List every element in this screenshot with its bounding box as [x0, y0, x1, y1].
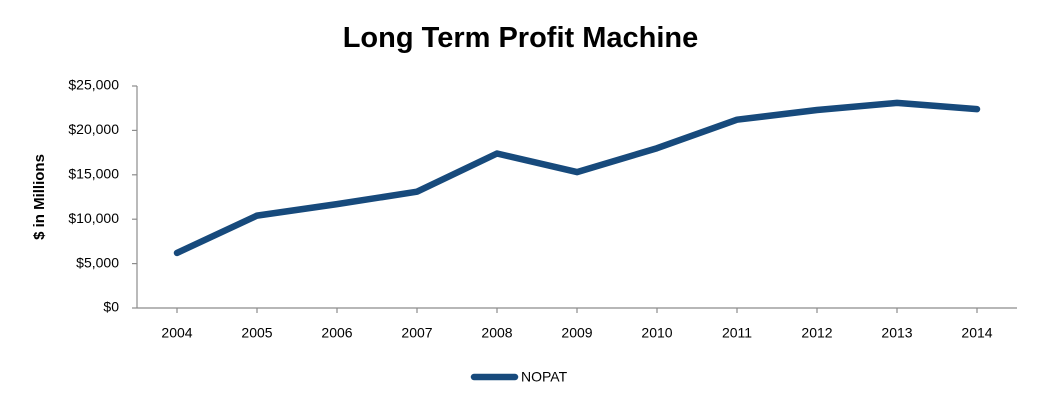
- x-tick-label: 2006: [321, 325, 352, 341]
- legend: NOPAT: [470, 369, 568, 385]
- series-group: [173, 99, 981, 257]
- x-tick-label: 2010: [641, 325, 672, 341]
- x-tick-label: 2005: [241, 325, 272, 341]
- x-axis-ticks: 2004 2005 2006 2007 2008 2009 2010 2011 2012 2013…: [161, 308, 993, 341]
- x-tick-label: 2004: [161, 325, 192, 341]
- x-tick-label: 2014: [961, 325, 992, 341]
- y-tick-label: $0: [103, 299, 119, 315]
- y-axis-title: $ in Millions: [31, 154, 48, 240]
- series-line-nopat: [173, 99, 981, 257]
- y-tick-label: $25,000: [68, 77, 119, 93]
- y-axis-ticks: $0 $5,000 $10,000 $15,000 $20,000 $25,000: [68, 77, 137, 315]
- y-tick-label: $15,000: [68, 166, 119, 182]
- x-tick-label: 2007: [401, 325, 432, 341]
- axes: [136, 86, 1017, 309]
- legend-label: NOPAT: [521, 369, 568, 385]
- x-tick-label: 2008: [481, 325, 512, 341]
- y-tick-label: $5,000: [76, 254, 119, 270]
- x-tick-label: 2013: [881, 325, 912, 341]
- x-tick-label: 2012: [801, 325, 832, 341]
- x-tick-label: 2009: [561, 325, 592, 341]
- y-tick-label: $20,000: [68, 121, 119, 137]
- x-tick-label: 2011: [722, 325, 752, 341]
- y-tick-label: $10,000: [68, 210, 119, 226]
- chart-title: Long Term Profit Machine: [342, 22, 699, 54]
